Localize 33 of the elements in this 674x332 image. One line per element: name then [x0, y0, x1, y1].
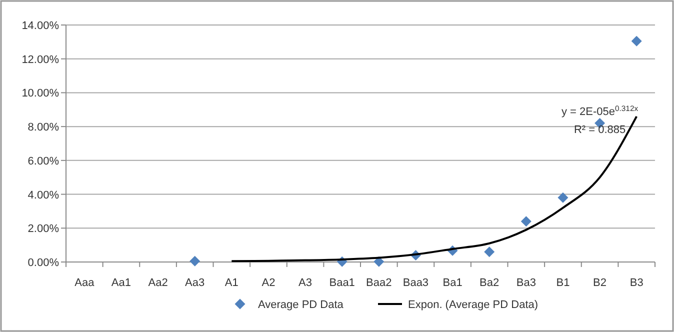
y-tick-label: 14.00% [22, 20, 60, 32]
point [520, 216, 532, 227]
x-tick-label: Baa1 [329, 277, 355, 289]
y-tick-label: 12.00% [22, 54, 60, 66]
x-tick-label: Aa3 [185, 277, 205, 289]
x-tick-label: B1 [556, 277, 570, 289]
legend-label: Expon. (Average PD Data) [408, 299, 538, 311]
x-tick-label: Baa3 [402, 277, 429, 289]
x-tick-label: A1 [224, 277, 238, 289]
x-tick-label: Aa1 [111, 277, 132, 289]
x-tick-label: Baa2 [366, 277, 392, 289]
point [631, 36, 642, 46]
point [190, 256, 200, 266]
x-tick-label: A3 [298, 277, 312, 289]
y-tick-label: 10.00% [22, 88, 60, 100]
x-tick-label: Ba3 [516, 277, 536, 289]
x-tick-label: Aa2 [148, 277, 168, 289]
legend-label: Average PD Data [258, 299, 344, 311]
x-tick-label: B2 [593, 277, 607, 289]
y-tick-label: 6.00% [28, 155, 60, 168]
y-tick-label: 4.00% [28, 189, 60, 202]
y-tick-label: 8.00% [28, 122, 60, 134]
point [558, 192, 568, 203]
annotation: R² = 0.885 [574, 124, 626, 136]
y-tick-label: 2.00% [28, 223, 60, 236]
x-tick-label: A2 [262, 277, 276, 289]
x-tick-label: Ba2 [480, 277, 500, 289]
x-tick-label: B3 [630, 277, 644, 289]
x-tick-label: Ba1 [442, 277, 462, 289]
y-tick-label: 0.00% [28, 257, 60, 269]
annotation: y = 2E-05e$^{0.312x}$ [561, 104, 638, 118]
x-tick-label: Aaa [74, 277, 96, 289]
point [484, 246, 495, 258]
